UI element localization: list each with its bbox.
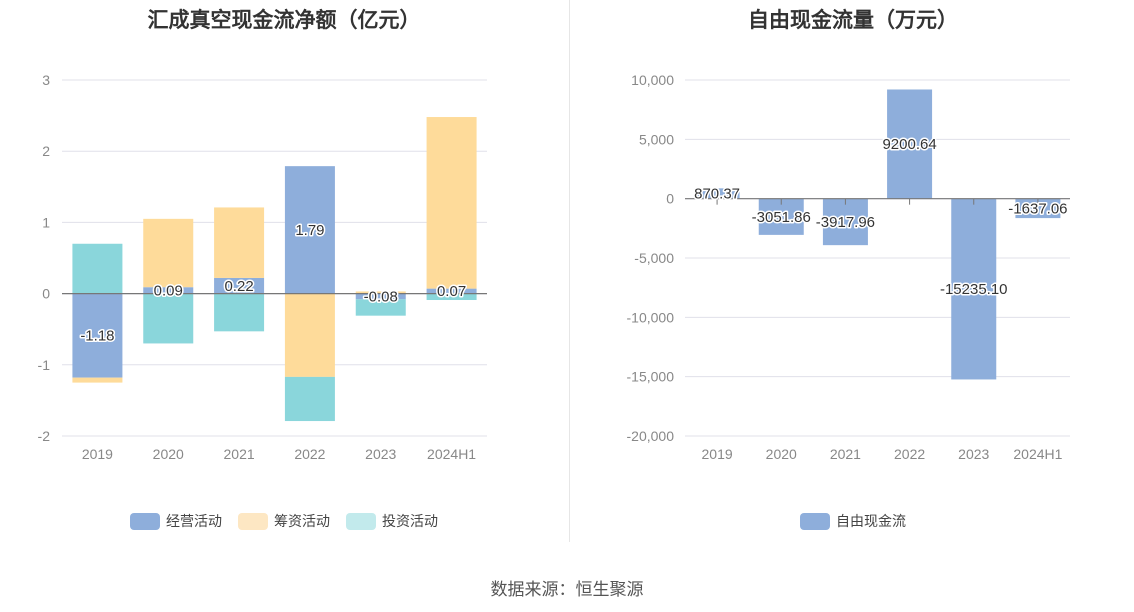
x-tick-label: 2022 — [294, 446, 325, 462]
bar-投资活动 — [284, 376, 335, 422]
y-tick-label: 0 — [666, 191, 674, 207]
y-tick-label: -20,000 — [627, 428, 675, 444]
data-source-note: 数据来源：恒生聚源 — [490, 580, 644, 600]
bar-筹资活动 — [143, 218, 194, 288]
data-label: 1.79 — [295, 222, 324, 239]
data-label: -1637.06 — [1008, 200, 1067, 217]
data-label: 0.09 — [154, 282, 183, 299]
y-tick-label: 0 — [42, 286, 50, 302]
x-tick-label: 2023 — [365, 446, 396, 462]
y-tick-label: -10,000 — [627, 309, 675, 325]
legend-swatch — [800, 512, 830, 530]
x-tick-label: 2024H1 — [1013, 446, 1062, 462]
bar-投资活动 — [214, 293, 265, 332]
x-tick-label: 2019 — [702, 446, 733, 462]
chart-title: 自由现金流量（万元） — [748, 8, 958, 32]
data-label: 0.22 — [224, 278, 253, 295]
data-label: 0.07 — [437, 283, 466, 300]
legend-label: 经营活动 — [166, 514, 222, 530]
x-tick-label: 2020 — [153, 446, 184, 462]
y-tick-label: -5,000 — [634, 250, 674, 266]
legend-label: 自由现金流 — [836, 514, 906, 530]
legend-item-operating[interactable]: 经营活动 — [130, 511, 222, 531]
legend: 经营活动 筹资活动 投资活动 — [0, 511, 568, 531]
x-tick-label: 2023 — [958, 446, 989, 462]
legend-label: 投资活动 — [382, 514, 438, 530]
bar-投资活动 — [72, 243, 123, 294]
bar-投资活动 — [143, 293, 194, 344]
legend-swatch — [130, 512, 160, 530]
free-cash-flow-chart: 10,000 5,000 0 -5,000 -10,000 -15,000 -20,000 2… — [627, 72, 1070, 462]
data-label: 9200.64 — [882, 136, 936, 153]
legend: 自由现金流 — [572, 511, 1134, 531]
bar-自由现金流 — [822, 198, 868, 246]
bar-自由现金流 — [694, 188, 740, 199]
data-label: -15235.10 — [940, 281, 1008, 298]
panel-divider — [569, 0, 570, 542]
cash-flow-net-chart: 3 2 1 0 -1 -2 2019 2020 2021 2022 2023 2024H1 -1.18 0… — [38, 72, 487, 462]
data-label: 870.37 — [694, 186, 740, 203]
bar-经营活动 — [355, 293, 406, 300]
bar-筹资活动 — [72, 377, 123, 383]
x-tick-label: 2024H1 — [427, 446, 476, 462]
legend-item-free-cash-flow[interactable]: 自由现金流 — [800, 511, 906, 531]
bar-自由现金流 — [758, 198, 804, 235]
y-tick-label: 5,000 — [639, 131, 674, 147]
y-tick-label: 3 — [42, 72, 50, 88]
legend-swatch — [238, 512, 268, 530]
data-label: -3051.86 — [752, 209, 811, 226]
x-tick-label: 2020 — [766, 446, 797, 462]
bar-经营活动 — [143, 287, 194, 294]
chart-title: 汇成真空现金流净额（亿元） — [147, 8, 421, 32]
y-tick-label: -2 — [38, 428, 51, 444]
y-tick-label: -1 — [38, 357, 51, 373]
bar-经营活动 — [214, 277, 265, 294]
bar-经营活动 — [284, 166, 335, 294]
bar-自由现金流 — [887, 89, 933, 199]
y-tick-label: 10,000 — [631, 72, 674, 88]
bar-投资活动 — [426, 293, 477, 301]
legend-item-investing[interactable]: 投资活动 — [346, 511, 438, 531]
bar-经营活动 — [72, 293, 123, 378]
bar-筹资活动 — [426, 117, 477, 289]
x-tick-label: 2021 — [224, 446, 255, 462]
bar-投资活动 — [355, 299, 406, 316]
x-tick-label: 2021 — [830, 446, 861, 462]
data-label: -3917.96 — [816, 214, 875, 231]
x-tick-label: 2019 — [82, 446, 113, 462]
legend-label: 筹资活动 — [274, 514, 330, 530]
legend-swatch — [346, 512, 376, 530]
y-tick-label: 2 — [42, 143, 50, 159]
bar-筹资活动 — [355, 291, 406, 294]
bar-筹资活动 — [214, 207, 265, 278]
data-label: -1.18 — [80, 328, 114, 345]
legend-item-financing[interactable]: 筹资活动 — [238, 511, 330, 531]
free-cash-flow-chart-panel: 自由现金流量（万元） 10,000 5,000 0 -5,000 -10,000 -15,… — [572, 0, 1134, 545]
bar-自由现金流 — [1015, 198, 1061, 219]
bar-自由现金流 — [951, 198, 997, 380]
y-tick-label: -15,000 — [627, 369, 675, 385]
cash-flow-net-chart-panel: 汇成真空现金流净额（亿元） 3 2 1 0 -1 -2 2019 2020 2021 2022 20… — [0, 0, 568, 545]
y-tick-label: 1 — [42, 214, 50, 230]
bar-筹资活动 — [284, 293, 335, 377]
x-tick-label: 2022 — [894, 446, 925, 462]
data-label: -0.08 — [364, 288, 398, 305]
bar-经营活动 — [426, 288, 477, 294]
